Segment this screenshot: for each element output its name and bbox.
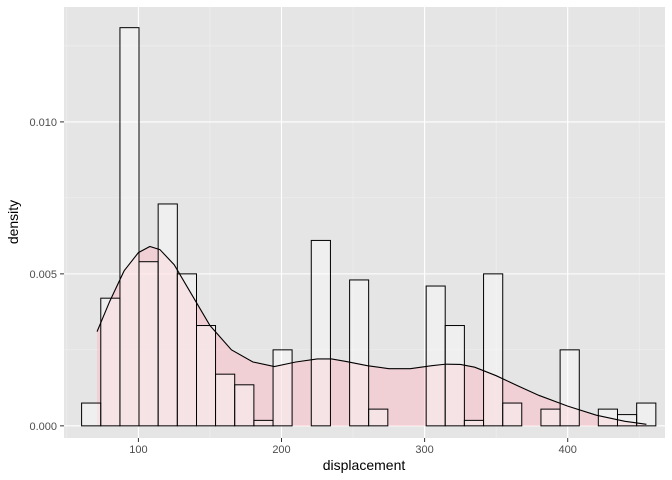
histogram-bar [234, 384, 255, 427]
histogram-bar [349, 279, 370, 427]
y-tick-label: 0.000 [29, 421, 57, 433]
histogram-bar [138, 261, 159, 427]
histogram-bar [559, 349, 580, 427]
histogram-bars [81, 27, 657, 427]
histogram-bar [444, 325, 465, 427]
y-axis-ticks: 0.000 0.005 0.010 [29, 117, 64, 433]
y-tick-label: 0.005 [29, 269, 57, 281]
histogram-bar [502, 402, 523, 427]
x-tick-label: 300 [415, 444, 433, 456]
histogram-bar [425, 285, 446, 427]
histogram-bar [119, 27, 140, 427]
histogram-bar [463, 419, 485, 427]
plot-panel [64, 7, 665, 438]
histogram-bar [215, 373, 236, 427]
y-tick-label: 0.010 [29, 117, 57, 129]
histogram-bar [157, 203, 178, 427]
x-axis-title: displacement [323, 457, 406, 473]
x-axis-ticks: 100 200 300 400 [129, 438, 577, 456]
histogram-bar [310, 239, 331, 427]
x-tick-label: 400 [559, 444, 577, 456]
y-axis-title: density [5, 200, 21, 244]
histogram-bar [636, 402, 657, 427]
x-tick-label: 100 [129, 444, 147, 456]
histogram-bar [81, 402, 102, 427]
density-line [96, 245, 647, 425]
histogram-bar [196, 325, 217, 427]
histogram-bar [540, 408, 561, 427]
histogram-bar [483, 273, 504, 427]
histogram-bar [272, 349, 293, 427]
histogram-bar [253, 419, 274, 427]
histogram-bar [176, 273, 198, 427]
histogram-bar [100, 297, 121, 427]
x-tick-label: 200 [272, 444, 290, 456]
histogram-bar [368, 408, 389, 427]
